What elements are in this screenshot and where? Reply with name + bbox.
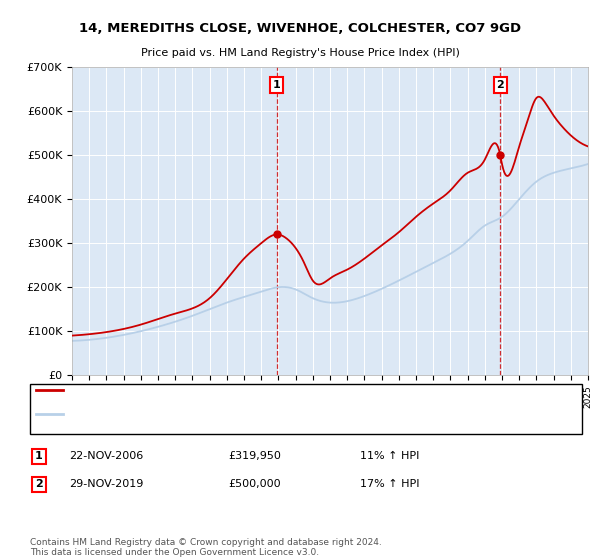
Text: HPI: Average price, detached house, Colchester: HPI: Average price, detached house, Colc…: [69, 409, 302, 419]
Text: 22-NOV-2006: 22-NOV-2006: [69, 451, 143, 461]
Text: Price paid vs. HM Land Registry's House Price Index (HPI): Price paid vs. HM Land Registry's House …: [140, 48, 460, 58]
Text: £319,950: £319,950: [228, 451, 281, 461]
Text: £500,000: £500,000: [228, 479, 281, 489]
Text: 2: 2: [35, 479, 43, 489]
Text: Contains HM Land Registry data © Crown copyright and database right 2024.
This d: Contains HM Land Registry data © Crown c…: [30, 538, 382, 557]
Text: 1: 1: [273, 80, 281, 90]
Text: 11% ↑ HPI: 11% ↑ HPI: [360, 451, 419, 461]
Text: 29-NOV-2019: 29-NOV-2019: [69, 479, 143, 489]
Text: 17% ↑ HPI: 17% ↑ HPI: [360, 479, 419, 489]
Text: 2: 2: [496, 80, 504, 90]
Text: 14, MEREDITHS CLOSE, WIVENHOE, COLCHESTER, CO7 9GD (detached house): 14, MEREDITHS CLOSE, WIVENHOE, COLCHESTE…: [69, 385, 452, 395]
Text: 14, MEREDITHS CLOSE, WIVENHOE, COLCHESTER, CO7 9GD: 14, MEREDITHS CLOSE, WIVENHOE, COLCHESTE…: [79, 22, 521, 35]
Text: 1: 1: [35, 451, 43, 461]
